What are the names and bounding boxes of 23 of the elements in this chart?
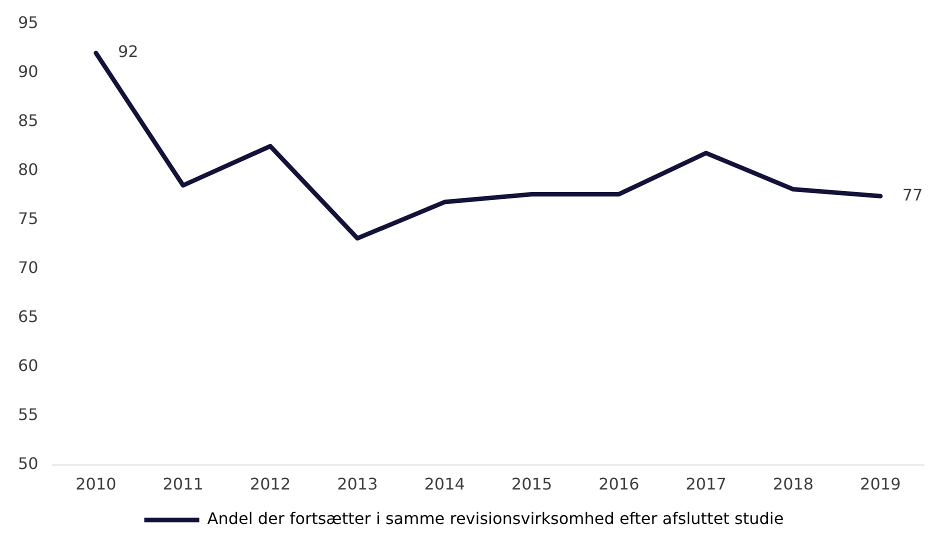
x-tick-label: 2012 [250, 474, 291, 494]
x-tick-label: 2011 [162, 474, 204, 494]
y-tick-label: 55 [18, 404, 38, 424]
x-tick-label: 2014 [424, 474, 465, 494]
y-tick-label: 60 [18, 356, 38, 375]
y-tick-label: 95 [18, 12, 38, 32]
y-tick-label: 50 [18, 454, 38, 473]
x-tick-label: 2017 [686, 474, 726, 494]
y-tick-label: 80 [18, 160, 38, 179]
legend-label: Andel der fortsætter i samme revisionsvirksomhed efter afsluttet studie [207, 509, 784, 528]
x-tick-label: 2016 [598, 474, 640, 494]
data-label: 77 [902, 185, 923, 204]
x-tick-label: 2010 [76, 474, 116, 494]
y-tick-label: 85 [18, 110, 38, 130]
y-tick-label: 65 [18, 306, 38, 326]
x-tick-label: 2013 [337, 474, 378, 494]
x-tick-label: 2015 [511, 474, 552, 494]
y-tick-label: 70 [18, 258, 38, 277]
data-label: 92 [118, 42, 138, 62]
y-tick-label: 75 [18, 208, 38, 228]
y-tick-label: 90 [18, 62, 38, 81]
x-tick-label: 2019 [860, 474, 901, 494]
x-tick-label: 2018 [772, 474, 814, 494]
